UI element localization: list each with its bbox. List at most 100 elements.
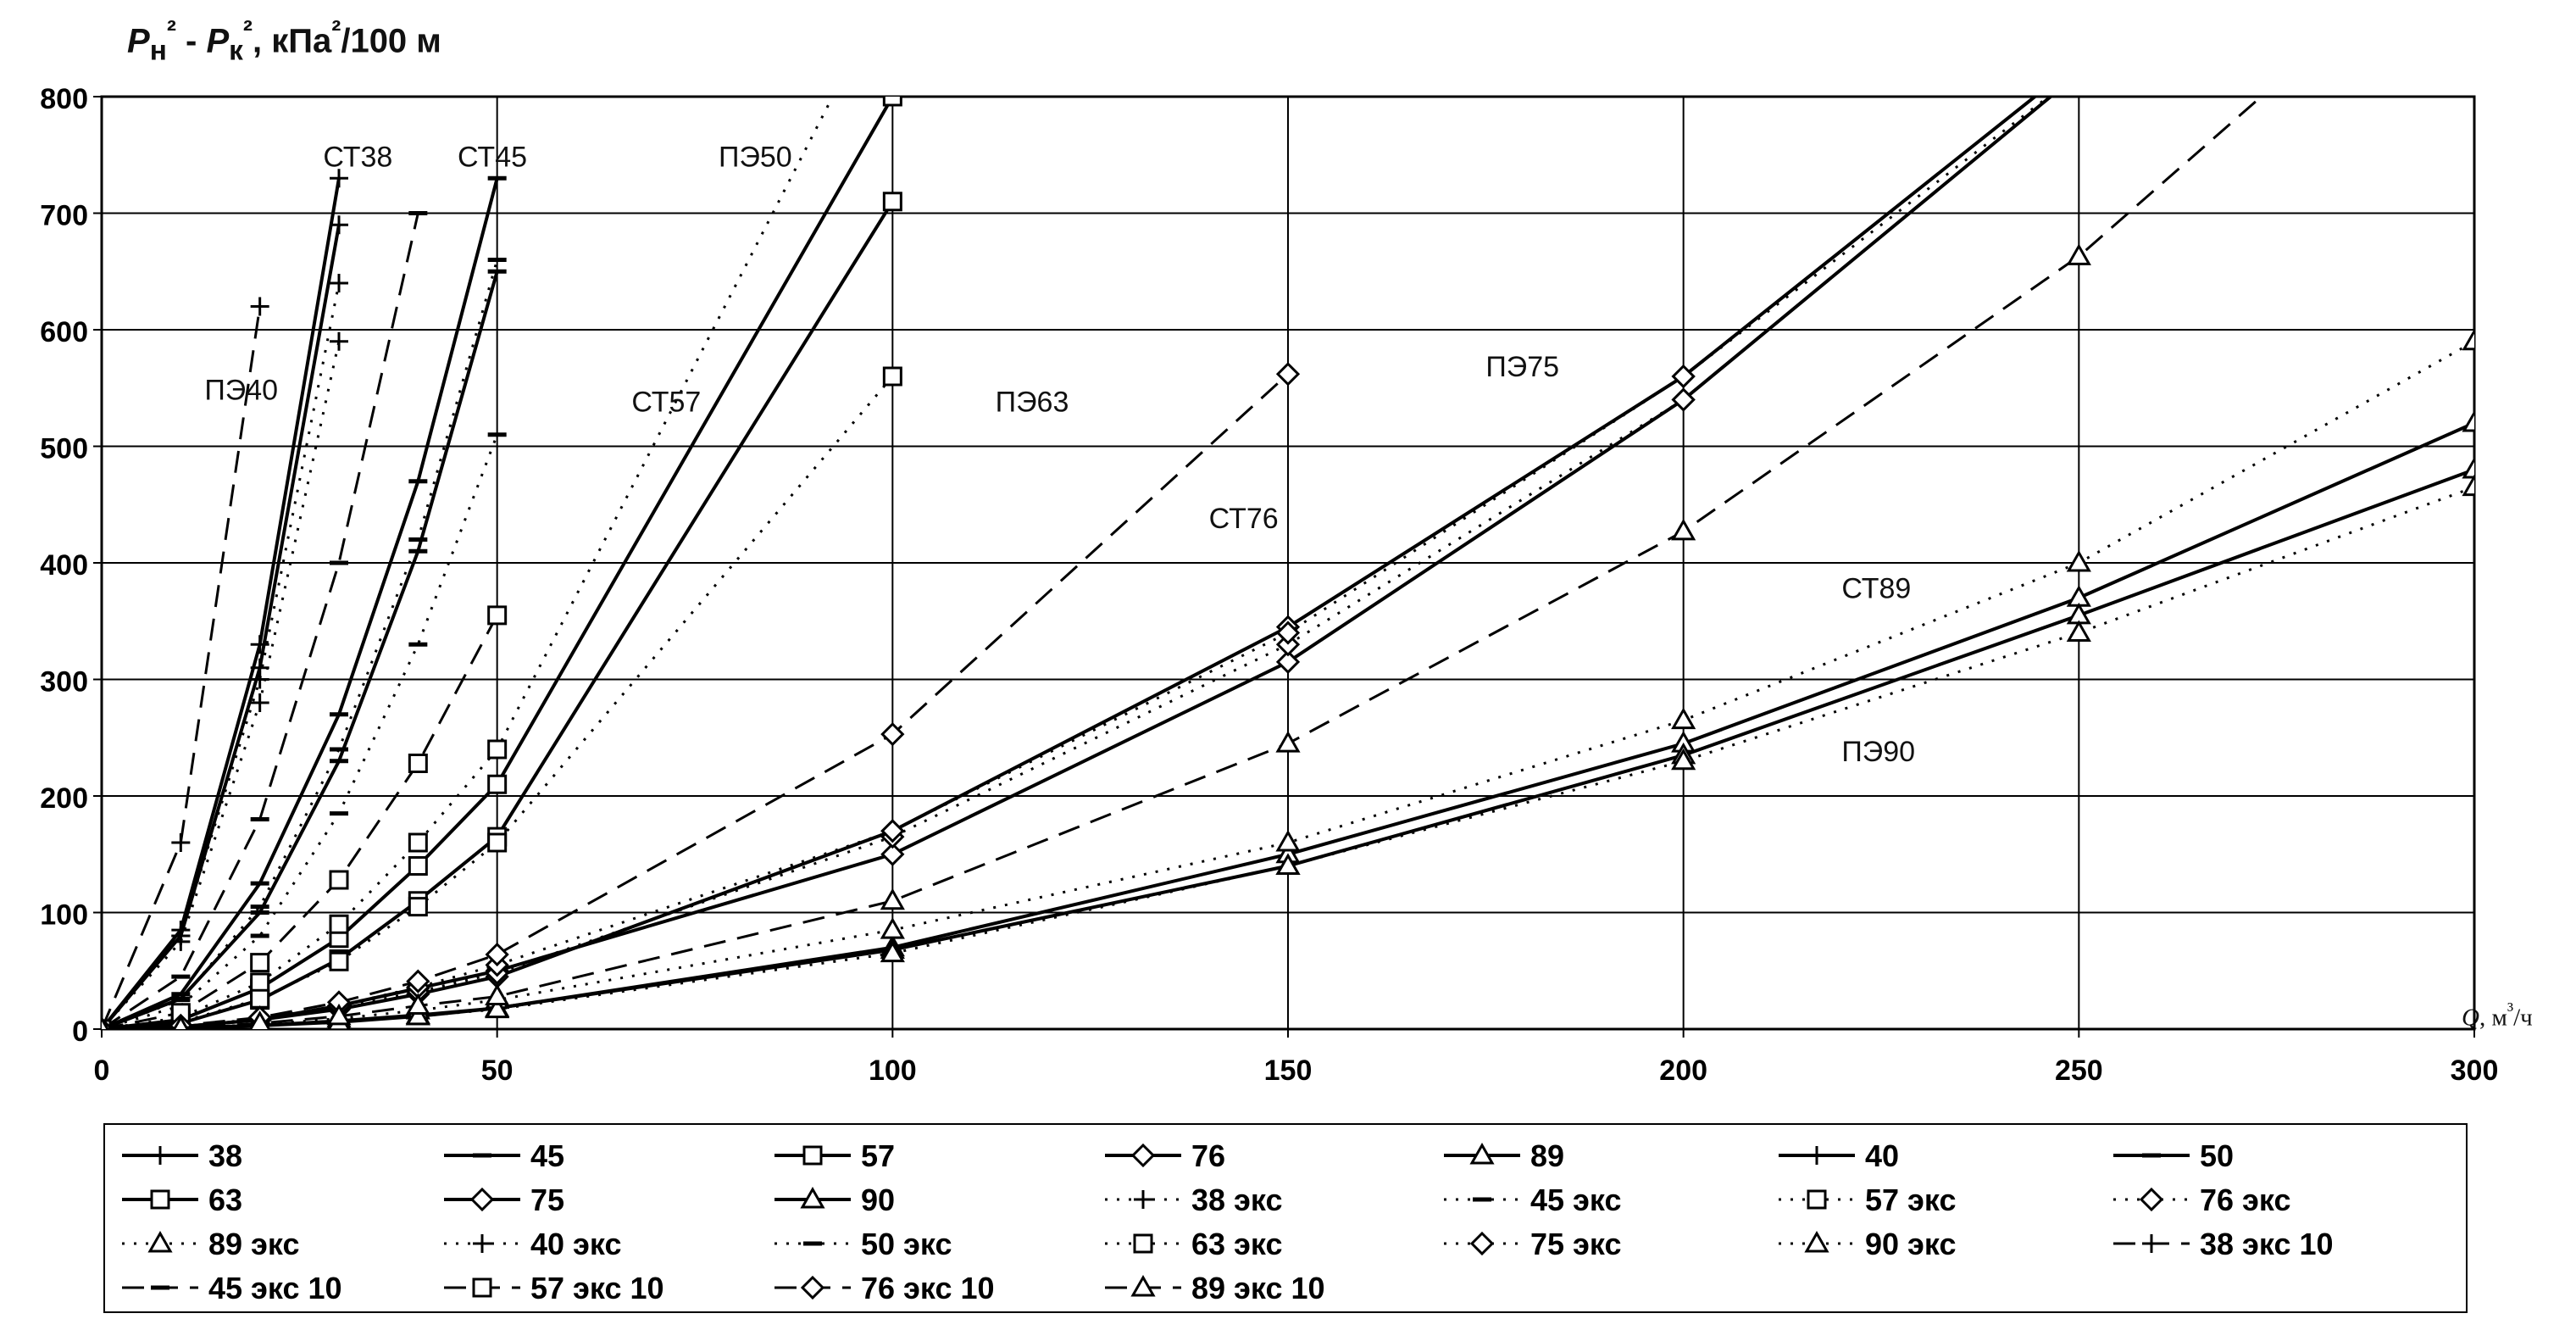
y-label-sup3: ² [331, 15, 341, 47]
series-point-89-eks [1671, 707, 1696, 730]
x-tick-label: 50 [481, 1055, 514, 1087]
series-40-eks [102, 331, 348, 1029]
series-point-75 [1275, 649, 1301, 674]
curve-annotation: ПЭ63 [996, 386, 1069, 418]
series-point-89-eks [1275, 829, 1301, 852]
legend-item-89: 89 [1444, 1138, 1564, 1173]
legend-item-38-eks: 38 экс [1105, 1183, 1283, 1217]
y-tick-label: 0 [72, 1016, 88, 1048]
series-line-50 [102, 270, 499, 1029]
y-tick-label: 500 [40, 433, 88, 465]
series-line-38-eks [102, 282, 341, 1029]
curve-annotation: СТ38 [323, 142, 392, 174]
series-point-57-eks [408, 832, 428, 853]
legend-swatch-marker [800, 1275, 825, 1300]
series-point-75-eks [880, 819, 905, 843]
series-point-57 [487, 774, 508, 794]
legend-label: 76 экс 10 [861, 1271, 995, 1305]
legend-item-57-eks-10: 57 экс 10 [444, 1271, 664, 1305]
y-tick-label: 100 [40, 899, 88, 932]
series-line-45 [102, 177, 499, 1029]
series-point-40-eks [250, 693, 269, 712]
legend-item-90: 90 [774, 1183, 895, 1217]
series-75 [102, 97, 2054, 1029]
x-tick-label: 0 [94, 1055, 110, 1087]
legend-label: 38 экс 10 [2200, 1227, 2334, 1261]
series-point-57-eks-10 [329, 870, 349, 890]
curve-annotation: ПЭ40 [204, 375, 278, 407]
legend-swatch-marker [1130, 1143, 1156, 1168]
y-tick-label: 800 [40, 83, 88, 115]
legend-item-40: 40 [1779, 1138, 1899, 1173]
series-point-90-eks [405, 1003, 430, 1026]
series-point-89-eks [2066, 549, 2091, 572]
series-line-50-eks [102, 434, 499, 1029]
series-point-90-eks [485, 996, 510, 1019]
y-label-p2: P [206, 22, 230, 60]
legend-label: 89 [1530, 1138, 1564, 1173]
legend-swatch-marker [469, 1187, 495, 1212]
curve-annotation: СТ89 [1841, 572, 1911, 604]
x-tick-label: 300 [2451, 1055, 2499, 1087]
legend-item-40-eks: 40 экс [444, 1227, 622, 1261]
legend-swatch-marker [150, 1189, 170, 1210]
series-point-90-eks [1671, 748, 1696, 771]
x-axis-title: Q, м³/ч [2462, 999, 2533, 1032]
legend-swatch-marker [1469, 1231, 1495, 1256]
x-label-unit: , м [2479, 1004, 2507, 1032]
series-point-57 [408, 856, 428, 876]
legend-label: 40 [1865, 1138, 1899, 1173]
legend-swatch-marker [147, 1230, 173, 1253]
series-point-89-eks-10 [249, 1010, 271, 1029]
series-point-89-eks-10 [326, 1003, 352, 1026]
series-point-40-eks [330, 331, 348, 351]
legend-swatch-marker [151, 1146, 169, 1165]
series-45 [102, 175, 507, 1029]
legend-item-57-eks: 57 экс [1779, 1183, 1957, 1217]
series-point-89 [2462, 409, 2474, 432]
series-point-89-eks-10 [172, 1015, 189, 1029]
legend-item-89-eks: 89 экс [122, 1227, 300, 1261]
series-76-eks-10 [102, 362, 1301, 1029]
y-label-sup2: ² [242, 15, 253, 47]
x-label-sup: ³ [2507, 999, 2514, 1021]
series-point-90-eks [880, 940, 905, 963]
y-label-sub2: к [229, 35, 243, 67]
legend-label: 45 экс 10 [208, 1271, 342, 1305]
curve-annotation: ПЭ90 [1841, 736, 1915, 768]
legend-swatch-marker [1134, 1190, 1152, 1209]
legend-entries: 38 45 57 76 89 40 50 63 75 90 38 экс 45 экс 57 экс 76… [122, 1138, 2334, 1305]
x-tick-label: 250 [2055, 1055, 2103, 1087]
y-label-sub1: н [149, 35, 167, 67]
series-line-57-eks-10 [102, 615, 498, 1029]
series-38 [102, 169, 348, 1029]
legend-item-45-eks: 45 экс [1444, 1183, 1622, 1217]
series-point-89-eks-10 [880, 888, 905, 910]
legend-label: 63 [208, 1183, 242, 1217]
legend-item-90-eks: 90 экс [1779, 1227, 1957, 1261]
legend-swatch-marker [2142, 1234, 2161, 1253]
legend-item-45: 45 [444, 1138, 564, 1173]
series-point-76-eks [1671, 387, 1696, 412]
legend-item-76-eks-10: 76 экс 10 [774, 1271, 995, 1305]
series-line-40-eks [102, 341, 341, 1029]
series-point-57-eks [250, 972, 270, 993]
legend-item-75: 75 [444, 1183, 564, 1217]
series-50-eks [102, 432, 507, 1029]
series-point-40 [330, 215, 348, 235]
series-point-63-eks [250, 988, 270, 1009]
series-line-89-eks-10 [102, 97, 2263, 1029]
series-group [102, 97, 2474, 1029]
series-point-75 [880, 842, 905, 866]
series-point-76-eks-10 [485, 942, 509, 967]
y-label-per: /100 м [341, 22, 441, 60]
legend-item-63: 63 [122, 1183, 242, 1217]
legend-swatch-marker [1807, 1146, 1826, 1165]
series-point-89-eks-10 [485, 983, 510, 1005]
legend-label: 57 [861, 1138, 895, 1173]
series-line-38-eks-10 [102, 306, 262, 1029]
y-tick-label: 300 [40, 666, 88, 698]
legend-item-89-eks-10: 89 экс 10 [1105, 1271, 1325, 1305]
legend-item-76: 76 [1105, 1138, 1225, 1173]
